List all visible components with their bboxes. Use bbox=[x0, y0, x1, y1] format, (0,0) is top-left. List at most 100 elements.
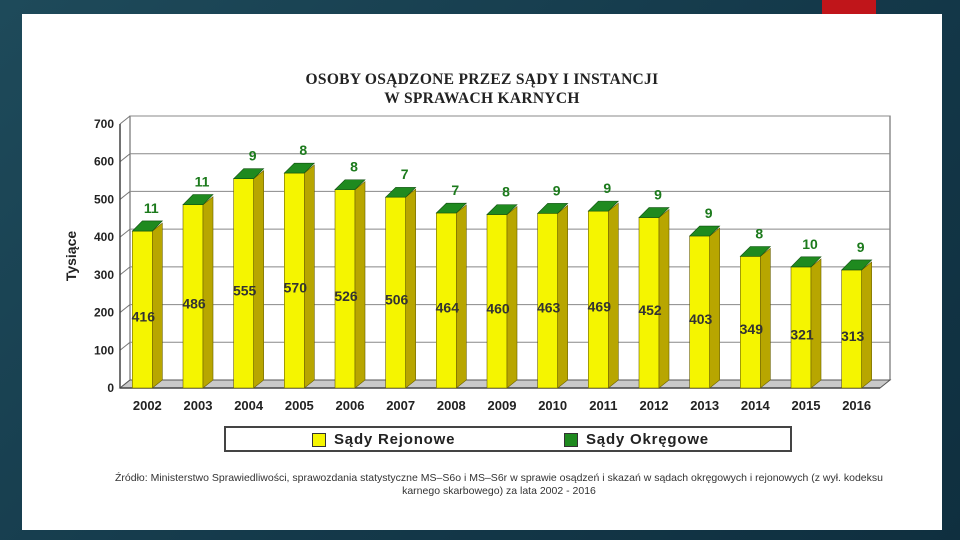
bar-okregowe bbox=[688, 225, 721, 237]
source-note: Źródło: Ministerstwo Sprawiedliwości, sp… bbox=[115, 472, 883, 497]
y-tick-label: 100 bbox=[94, 343, 114, 357]
gridline-diag bbox=[119, 191, 131, 200]
bar-rejonowe-side bbox=[506, 205, 518, 389]
gridline-diag bbox=[119, 304, 131, 313]
data-label-okregowe: 10 bbox=[802, 236, 818, 252]
x-tick-label: 2004 bbox=[234, 398, 264, 413]
data-label-rejonowe: 403 bbox=[689, 311, 713, 327]
data-label-okregowe: 9 bbox=[857, 239, 865, 255]
data-label-okregowe: 8 bbox=[350, 159, 358, 175]
data-label-okregowe: 9 bbox=[603, 180, 611, 196]
x-tick-label: 2009 bbox=[488, 398, 517, 413]
bar-rejonowe-side bbox=[202, 196, 214, 389]
legend-label-rejonowe: Sądy Rejonowe bbox=[334, 431, 456, 448]
bar-okregowe bbox=[384, 187, 417, 198]
slide-panel: OSOBY OSĄDZONE PRZEZ SĄDY I INSTANCJI W … bbox=[22, 14, 942, 530]
data-label-okregowe: 8 bbox=[299, 142, 307, 158]
data-label-okregowe: 9 bbox=[654, 187, 662, 203]
bar-okregowe bbox=[638, 207, 670, 218]
data-label-rejonowe: 570 bbox=[284, 280, 308, 296]
data-label-rejonowe: 313 bbox=[841, 328, 865, 344]
x-tick-label: 2008 bbox=[437, 398, 466, 413]
legend-swatch-okregowe bbox=[564, 432, 578, 447]
gridline-diag bbox=[119, 153, 131, 163]
data-label-rejonowe: 469 bbox=[588, 299, 612, 315]
bar-rejonowe-side bbox=[557, 204, 568, 389]
x-tick-label: 2003 bbox=[184, 398, 213, 413]
bar-rejonowe-side bbox=[709, 227, 720, 389]
bar-rejonowe-side bbox=[253, 170, 264, 389]
data-label-okregowe: 8 bbox=[755, 225, 763, 241]
accent-bar bbox=[822, 0, 876, 14]
data-label-okregowe: 11 bbox=[144, 200, 159, 216]
data-label-rejonowe: 460 bbox=[486, 300, 510, 316]
x-tick-label: 2016 bbox=[842, 398, 871, 413]
x-tick-label: 2011 bbox=[589, 398, 617, 413]
bar-rejonowe-side bbox=[760, 247, 771, 389]
x-tick-label: 2013 bbox=[690, 398, 719, 413]
data-label-okregowe: 9 bbox=[553, 182, 561, 198]
bar-okregowe bbox=[790, 256, 822, 268]
bar-okregowe bbox=[435, 202, 468, 214]
y-tick-label: 400 bbox=[94, 230, 114, 244]
gridline-diag bbox=[119, 115, 131, 125]
gridline-diag bbox=[119, 266, 131, 276]
gridline-diag bbox=[119, 341, 131, 351]
bar-rejonowe-side bbox=[152, 222, 163, 389]
bar-okregowe bbox=[486, 204, 518, 215]
data-label-rejonowe: 555 bbox=[233, 282, 257, 298]
data-label-okregowe: 11 bbox=[195, 174, 210, 190]
data-label-rejonowe: 321 bbox=[790, 326, 814, 342]
bar-rejonowe-side bbox=[608, 202, 619, 389]
bar-okregowe bbox=[840, 259, 873, 271]
bar-okregowe bbox=[587, 200, 620, 212]
bar-okregowe bbox=[739, 246, 772, 257]
x-tick-label: 2014 bbox=[741, 398, 771, 413]
x-tick-label: 2006 bbox=[336, 398, 365, 413]
data-label-rejonowe: 452 bbox=[638, 302, 662, 318]
legend-item-okregowe: Sądy Okręgowe bbox=[564, 431, 709, 448]
data-label-okregowe: 8 bbox=[502, 184, 510, 200]
data-label-rejonowe: 506 bbox=[385, 292, 409, 308]
bar-rejonowe-side bbox=[456, 204, 467, 389]
gridline-diag bbox=[119, 228, 131, 238]
bar-rejonowe-side bbox=[405, 188, 416, 389]
bar-okregowe bbox=[182, 194, 214, 206]
x-tick-label: 2012 bbox=[640, 398, 669, 413]
bar-okregowe bbox=[131, 220, 164, 232]
bar-okregowe bbox=[232, 168, 265, 179]
bar-chart: 0 100 200 300 400 500 600 700 Tysiące 416 11 2002 48… bbox=[63, 115, 892, 413]
y-tick-label: 0 bbox=[107, 381, 114, 395]
bar-rejonowe-side bbox=[354, 180, 366, 389]
data-label-rejonowe: 464 bbox=[436, 300, 460, 316]
data-label-rejonowe: 463 bbox=[537, 300, 561, 316]
bar-rejonowe-side bbox=[658, 208, 670, 389]
y-tick-label: 200 bbox=[94, 306, 114, 320]
x-tick-label: 2015 bbox=[792, 398, 821, 413]
bar-rejonowe-side bbox=[861, 261, 872, 389]
x-tick-label: 2010 bbox=[538, 398, 567, 413]
data-label-rejonowe: 416 bbox=[132, 309, 156, 325]
bar-okregowe bbox=[283, 162, 316, 174]
bar-okregowe bbox=[334, 179, 366, 190]
x-tick-label: 2005 bbox=[285, 398, 314, 413]
chart-legend: Sądy Rejonowe Sądy Okręgowe bbox=[224, 426, 792, 452]
bar-okregowe bbox=[536, 203, 569, 214]
x-tick-label: 2007 bbox=[386, 398, 415, 413]
data-label-okregowe: 7 bbox=[451, 182, 459, 198]
x-tick-label: 2002 bbox=[133, 398, 162, 413]
data-label-rejonowe: 349 bbox=[740, 321, 764, 337]
y-tick-label: 700 bbox=[94, 117, 114, 131]
data-label-rejonowe: 526 bbox=[334, 288, 358, 304]
chart-title-line1: OSOBY OSĄDZONE PRZEZ SĄDY I INSTANCJI bbox=[305, 71, 659, 88]
legend-label-okregowe: Sądy Okręgowe bbox=[586, 431, 709, 448]
data-label-okregowe: 9 bbox=[705, 205, 713, 221]
legend-swatch-rejonowe bbox=[312, 432, 326, 447]
chart-title-line2: W SPRAWACH KARNYCH bbox=[384, 90, 580, 107]
data-label-rejonowe: 486 bbox=[182, 295, 206, 311]
y-axis-label: Tysiące bbox=[63, 231, 79, 282]
y-tick-label: 600 bbox=[94, 155, 114, 169]
legend-item-rejonowe: Sądy Rejonowe bbox=[312, 431, 455, 448]
data-label-okregowe: 7 bbox=[401, 166, 409, 182]
bar-rejonowe-side bbox=[304, 164, 315, 389]
